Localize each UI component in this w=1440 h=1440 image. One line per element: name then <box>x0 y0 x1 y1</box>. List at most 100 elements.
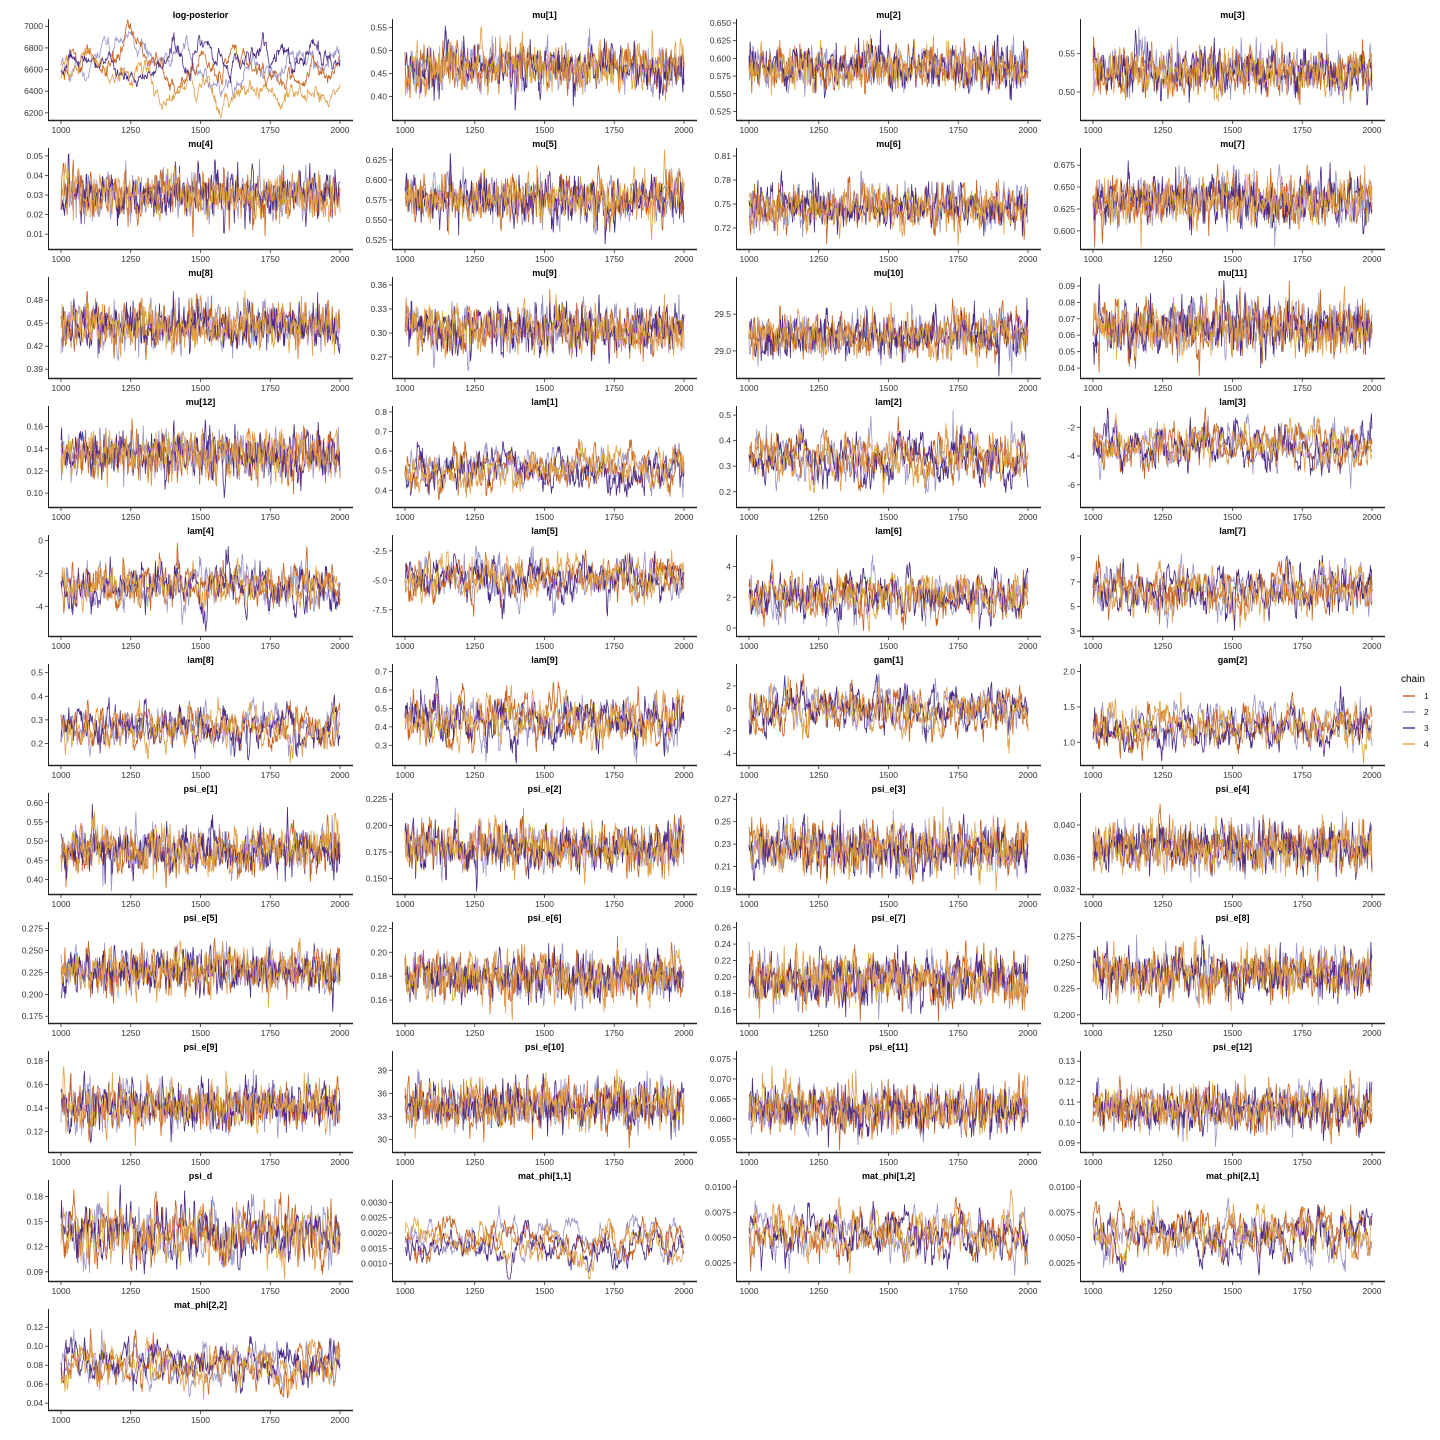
axes: 0.032 0.036 0.040 1000 1250 1500 1750 2000 <box>1054 793 1385 909</box>
x-tick-label: 1250 <box>809 1028 828 1038</box>
chain-4-trace <box>748 1065 1029 1136</box>
trace-panel: mu[6] 0.72 0.75 0.78 0.81 1000 1250 1500 1750 200… <box>714 139 1041 264</box>
trace-lines <box>748 29 1029 101</box>
y-tick-label: 0.04 <box>1058 363 1075 373</box>
legend-entry: 1 <box>1403 691 1429 701</box>
chain-3-trace <box>748 29 1029 101</box>
x-tick-label: 1500 <box>535 770 554 780</box>
x-tick-label: 1250 <box>121 641 140 651</box>
x-tick-label: 1250 <box>465 383 484 393</box>
x-tick-label: 1000 <box>396 383 415 393</box>
legend-entry-label: 2 <box>1424 707 1429 717</box>
y-tick-label: 0.070 <box>710 1074 732 1084</box>
y-tick-label: 0.200 <box>366 821 388 831</box>
trace-lines <box>748 1189 1029 1276</box>
panel-title: mat_phi[1,1] <box>518 1171 571 1181</box>
x-tick-label: 1500 <box>191 254 210 264</box>
y-tick-label: 0.18 <box>714 988 731 998</box>
x-tick-label: 1750 <box>605 1286 624 1296</box>
y-tick-label: 0.01 <box>26 229 43 239</box>
y-tick-label: 2 <box>726 681 731 691</box>
x-tick-label: 2000 <box>1019 125 1038 135</box>
trace-panel: psi_e[2] 0.150 0.175 0.200 0.225 1000 1250 1500… <box>366 784 697 909</box>
axes: 0.2 0.3 0.4 0.5 1000 1250 1500 1750 2000 <box>719 406 1041 522</box>
chain-4-trace <box>404 1216 685 1280</box>
chain-3-trace <box>404 675 685 764</box>
y-tick-label: 0.24 <box>714 939 731 949</box>
y-tick-label: 0.11 <box>1059 1097 1075 1107</box>
x-tick-label: 1000 <box>1084 641 1103 651</box>
panel-title: mat_phi[2,1] <box>1206 1171 1259 1181</box>
chain-1-trace <box>60 19 341 95</box>
axes: 0.40 0.45 0.50 0.55 0.60 1000 1250 1500 1750 2000 <box>26 793 353 909</box>
trace-lines <box>1092 686 1373 764</box>
y-tick-label: 0.175 <box>366 847 388 857</box>
x-tick-label: 2000 <box>1363 1286 1382 1296</box>
x-tick-label: 1750 <box>1293 1157 1312 1167</box>
y-tick-label: 0.175 <box>22 1011 44 1021</box>
y-tick-label: 0.16 <box>714 1005 731 1015</box>
y-tick-label: 0.42 <box>26 341 43 351</box>
panel-title: lam[4] <box>187 526 214 536</box>
chain-2-trace <box>60 31 341 99</box>
x-tick-label: 1000 <box>1084 512 1103 522</box>
y-tick-label: -4 <box>35 601 43 611</box>
panel-title: psi_e[11] <box>869 1042 908 1052</box>
y-tick-label: 0.09 <box>1058 281 1075 291</box>
chain-4-trace <box>60 162 341 224</box>
y-tick-label: 0.0075 <box>1049 1207 1075 1217</box>
trace-panel: lam[9] 0.3 0.4 0.5 0.6 0.7 1000 1250 1500 1750 200… <box>375 655 697 780</box>
y-tick-label: 0.040 <box>1054 820 1076 830</box>
x-tick-label: 1750 <box>949 899 968 909</box>
trace-lines <box>60 542 341 632</box>
trace-panel: mu[7] 0.600 0.625 0.650 0.675 1000 1250 1500 175… <box>1054 139 1385 264</box>
x-tick-label: 1250 <box>809 1286 828 1296</box>
y-tick-label: 0.30 <box>370 328 387 338</box>
y-tick-label: 0.78 <box>714 175 731 185</box>
trace-lines <box>748 554 1029 635</box>
trace-panel: mu[5] 0.525 0.550 0.575 0.600 0.625 1000 1250 15… <box>366 139 697 264</box>
x-tick-label: 1500 <box>1223 254 1242 264</box>
y-tick-label: 0.275 <box>1054 931 1076 941</box>
x-tick-label: 1500 <box>535 383 554 393</box>
y-tick-label: 6400 <box>24 86 43 96</box>
trace-lines <box>1092 407 1373 490</box>
y-tick-label: 0.45 <box>26 318 43 328</box>
y-tick-label: 0.18 <box>26 1056 43 1066</box>
x-tick-label: 2000 <box>1363 512 1382 522</box>
panel-title: mu[3] <box>1220 10 1245 20</box>
y-tick-label: 2.0 <box>1063 667 1075 677</box>
chain-3-trace <box>1092 1204 1373 1276</box>
trace-panel: lam[7] 3 5 7 9 1000 1250 1500 1750 2000 <box>1070 526 1385 651</box>
y-tick-label: -2 <box>723 726 731 736</box>
chain-4-trace <box>1092 1199 1373 1267</box>
y-tick-label: 0.55 <box>1058 49 1075 59</box>
trace-panel: lam[3] -6 -4 -2 1000 1250 1500 1750 2000 <box>1067 397 1385 522</box>
x-tick-label: 1750 <box>605 125 624 135</box>
x-tick-label: 1750 <box>1293 1028 1312 1038</box>
chain-4-trace <box>60 811 341 880</box>
x-tick-label: 1500 <box>191 641 210 651</box>
panel-title: mu[11] <box>1218 268 1247 278</box>
chain-3-trace <box>1092 555 1373 632</box>
y-tick-label: 0.525 <box>366 235 388 245</box>
x-tick-label: 1250 <box>121 125 140 135</box>
chain-4-trace <box>404 944 685 1021</box>
trace-panel: mu[3] 0.50 0.55 1000 1250 1500 1750 2000 <box>1058 10 1385 135</box>
x-tick-label: 1500 <box>535 1157 554 1167</box>
panel-title: lam[1] <box>531 397 558 407</box>
y-tick-label: 0.45 <box>370 69 387 79</box>
chain-4-trace <box>1092 286 1373 360</box>
x-tick-label: 1250 <box>1153 899 1172 909</box>
x-tick-label: 1000 <box>396 512 415 522</box>
x-tick-label: 1250 <box>809 899 828 909</box>
trace-lines <box>60 290 341 361</box>
axes: 0.200 0.225 0.250 0.275 1000 1250 1500 1750 2000 <box>1054 922 1385 1038</box>
y-tick-label: 0.13 <box>1058 1056 1075 1066</box>
x-tick-label: 1250 <box>1153 1286 1172 1296</box>
x-tick-label: 2000 <box>331 512 350 522</box>
y-tick-label: 0.09 <box>26 1267 43 1277</box>
y-tick-label: 30 <box>378 1134 388 1144</box>
y-tick-label: 0.225 <box>22 967 44 977</box>
chain-4-trace <box>60 937 341 1008</box>
